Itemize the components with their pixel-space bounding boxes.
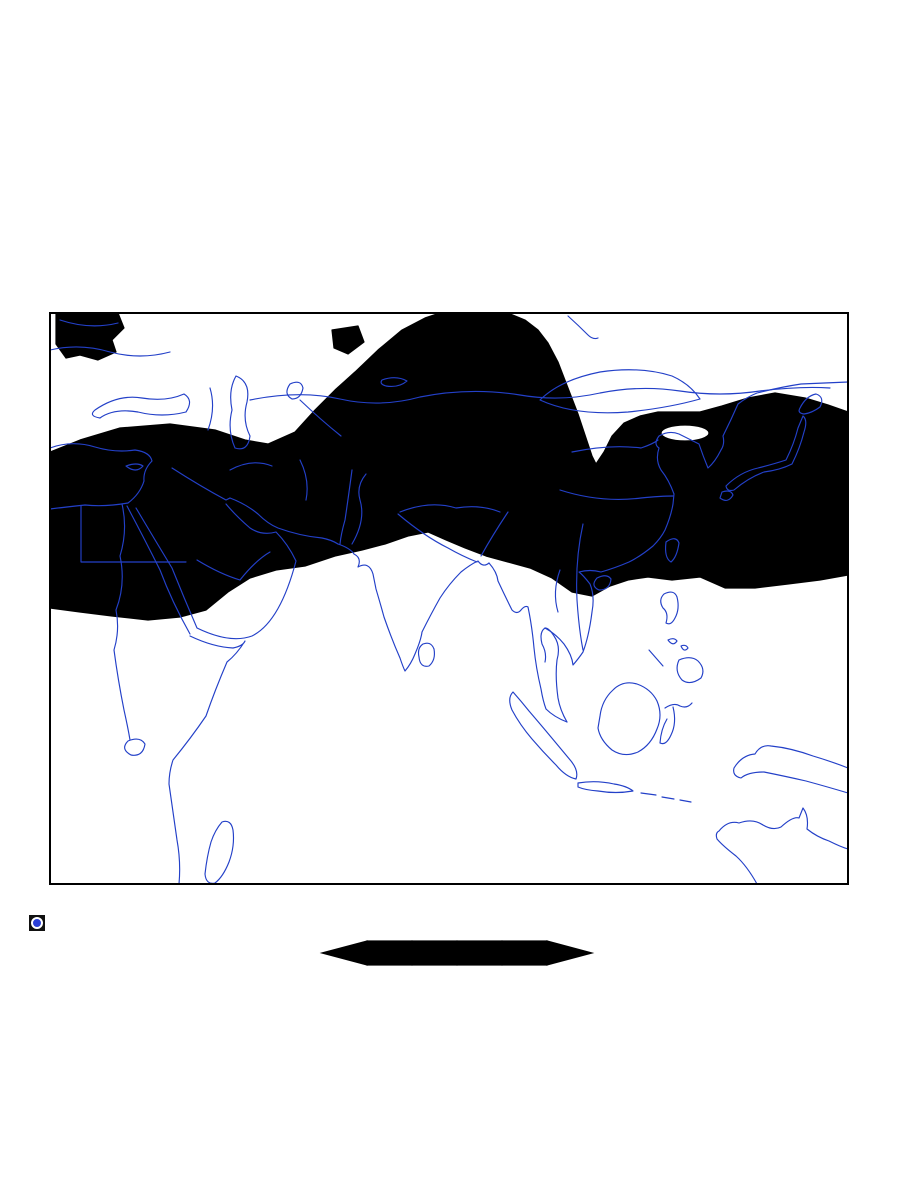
legend-segment-100-120 [456, 940, 503, 966]
isotach-region-120-iran [265, 482, 317, 500]
border-north-asia [249, 386, 831, 404]
river-amudarya [299, 399, 342, 437]
legend-arrow-left [319, 940, 368, 966]
legend-segment-80-100 [411, 940, 458, 966]
isotach-region-60-small [331, 325, 365, 355]
legend-segment-120-140 [501, 940, 548, 966]
coastline-india [337, 543, 490, 672]
river-ganges [397, 513, 478, 563]
coastline-med-levant [49, 443, 153, 510]
coastline-srilanka [417, 642, 436, 667]
coastline-arabia [135, 503, 297, 640]
river-indus [339, 469, 353, 545]
coastline-sulawesi [659, 702, 693, 745]
lake-aral [286, 381, 304, 400]
coastline-mindanao [676, 657, 704, 684]
map-border [49, 312, 849, 885]
coastline-luzon [660, 591, 679, 625]
lake-caspian [229, 375, 251, 450]
coastline-honshu [725, 415, 807, 492]
river-nile [113, 503, 131, 741]
coastlines [49, 315, 849, 885]
coastline-redsea-west [126, 505, 191, 635]
lake-balkhash [380, 377, 408, 388]
coastline-kyushu [719, 490, 734, 501]
border-arabia [196, 551, 271, 581]
river-tigris [171, 467, 231, 501]
lake-victoria [124, 738, 146, 756]
isotach-region-100-centralasia [411, 387, 469, 427]
isotach-hole-60 [660, 424, 710, 442]
lake-baikal [567, 315, 599, 340]
coastline-blacksea [91, 393, 191, 419]
legend-colorbar [319, 940, 595, 966]
coastline-myanmar-malaya [488, 562, 568, 723]
coastline-java [577, 781, 634, 794]
coastline-hainan [593, 575, 612, 591]
coastline-newguinea [733, 745, 849, 794]
isotach-regions [49, 312, 849, 621]
coastline-palawan [648, 649, 664, 667]
coastline-taiwan [664, 538, 680, 563]
weaclim-logo [26, 912, 58, 934]
coastline-sumatra [509, 691, 578, 780]
legend-arrow-right [546, 940, 595, 966]
coastline-cyprus [125, 463, 144, 471]
coastline-australia [715, 807, 849, 885]
coastline-madagascar [204, 820, 235, 884]
coastline-borneo [597, 682, 661, 756]
river-mekong [576, 523, 584, 651]
coastline-persiangulf-north [229, 497, 339, 545]
coastline-lesser-sunda [640, 792, 692, 803]
river-huanghe [571, 439, 659, 453]
coastline-gulf-thailand [540, 627, 568, 723]
border-central-asia [229, 459, 501, 545]
border-europe [49, 319, 214, 431]
coastline-vietnam-china-korea [544, 381, 849, 666]
river-brahmaputra [480, 511, 509, 557]
river-yangtze [559, 489, 674, 500]
coastline-hokkaido [798, 393, 823, 415]
border-mongolia [539, 369, 701, 414]
legend-segment-60-80 [366, 940, 413, 966]
border-africa [80, 505, 187, 563]
border-indochina [554, 569, 561, 613]
weaclim-icon [29, 915, 45, 931]
coastline-africa-east [168, 635, 246, 885]
coastline-visayas [667, 638, 689, 651]
